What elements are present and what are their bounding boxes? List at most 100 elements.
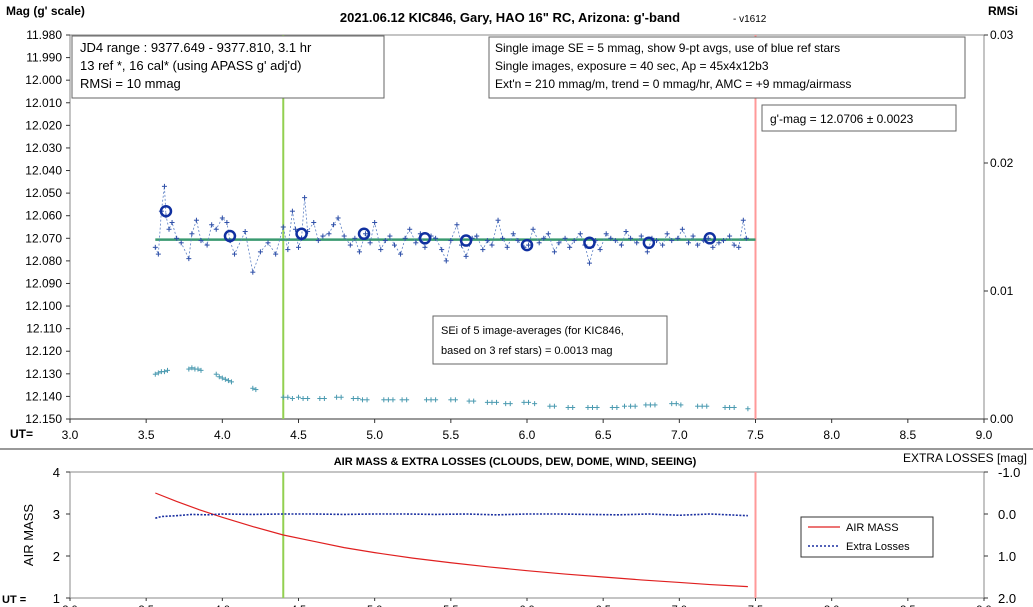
rmsi-point — [250, 385, 256, 391]
rmsi-point — [526, 399, 532, 405]
rmsi-point — [219, 375, 225, 381]
upper-x-tick-label: 3.5 — [138, 428, 155, 442]
upper-y-tick-label: 11.990 — [26, 51, 62, 65]
rmsi-point — [448, 397, 454, 403]
single-image-point — [567, 244, 573, 250]
upper-y-tick-label: 12.080 — [25, 254, 62, 268]
single-image-point — [372, 219, 378, 225]
single-image-point — [422, 244, 428, 250]
rmsi-point — [594, 404, 600, 410]
single-image-point — [618, 242, 624, 248]
single-image-point — [695, 242, 701, 248]
lower-x-tick-label: 3.5 — [139, 604, 154, 607]
upper-y-tick-label: 12.070 — [25, 231, 62, 245]
single-image-point — [382, 238, 388, 244]
single-image-point — [454, 222, 460, 228]
rmsi-point — [532, 401, 538, 407]
lower-y-axis-label: AIR MASS — [21, 504, 36, 566]
average-point — [418, 232, 432, 245]
rmsi-point — [213, 371, 219, 377]
rmsi-point — [186, 366, 192, 372]
upper-y2-tick-label: 0.03 — [990, 28, 1014, 42]
single-image-point — [285, 247, 291, 253]
rmsi-point — [161, 369, 167, 375]
rmsi-point — [195, 366, 201, 372]
rmsi-point — [390, 397, 396, 403]
single-image-point — [161, 183, 167, 189]
single-image-point — [186, 256, 192, 262]
single-image-point — [484, 238, 490, 244]
average-point — [583, 236, 596, 250]
single-image-point — [448, 238, 454, 244]
rmsi-point — [355, 396, 361, 402]
rmsi-point — [614, 404, 620, 410]
upper-x-tick-label: 8.5 — [899, 428, 916, 442]
single-image-point — [257, 249, 263, 255]
lower-x-tick-label: 9.0 — [976, 604, 991, 607]
single-image-point — [556, 240, 562, 246]
single-image-point — [198, 238, 204, 244]
rmsi-point — [285, 394, 291, 400]
lower-x-tick-label: 8.5 — [900, 604, 915, 607]
single-image-point — [356, 249, 362, 255]
upper-x-tick-label: 8.0 — [823, 428, 840, 442]
lower-y-tick-label: 1 — [53, 591, 60, 606]
single-image-point — [612, 238, 618, 244]
upper-y-tick-label: 12.000 — [25, 73, 62, 87]
single-image-point — [209, 222, 215, 228]
lower-chart-title: AIR MASS & EXTRA LOSSES (CLOUDS, DEW, DO… — [334, 456, 697, 468]
legend: AIR MASS Extra Losses — [800, 516, 934, 558]
single-image-point — [367, 240, 373, 246]
rmsi-point — [521, 399, 527, 405]
rmsi-point — [727, 404, 733, 410]
rmsi-point — [189, 365, 195, 371]
rmsi-point — [222, 376, 228, 382]
rmsi-point — [678, 402, 684, 408]
rmsi-point — [699, 403, 705, 409]
airmass-line — [155, 492, 748, 588]
single-image-point — [204, 242, 210, 248]
rmsi-point — [155, 370, 161, 376]
single-image-point — [402, 235, 408, 241]
rmsi-point — [647, 402, 653, 408]
rmsi-point — [404, 397, 410, 403]
lower-series — [155, 492, 748, 588]
single-image-point — [571, 238, 577, 244]
upper-y-tick-label: 12.050 — [25, 186, 62, 200]
rmsi-point — [385, 397, 391, 403]
rmsi-point — [350, 396, 356, 402]
rmsi-point — [334, 394, 340, 400]
chart-version: - v1612 — [733, 14, 767, 25]
annotation-jd-line-1: JD4 range : 9377.649 - 9377.810, 3.1 hr — [80, 40, 312, 55]
single-image-point — [407, 226, 413, 232]
single-image-point — [347, 242, 353, 248]
single-image-point — [152, 244, 158, 250]
lower-x-tick-label: 6.0 — [519, 604, 534, 607]
y2-axis-label: RMSi — [988, 4, 1018, 18]
upper-y2-tick-label: 0.02 — [990, 156, 1014, 170]
single-image-point — [398, 251, 404, 257]
single-image-point — [315, 238, 321, 244]
rmsi-point — [652, 402, 658, 408]
lower-y2-tick-label: 1.0 — [998, 549, 1016, 564]
single-image-point — [413, 240, 419, 246]
single-image-point — [731, 242, 737, 248]
single-image-point — [597, 247, 603, 253]
annotation-settings-line-2: Single images, exposure = 40 sec, Ap = 4… — [495, 59, 769, 73]
rmsi-point — [381, 397, 387, 403]
rmsi-point — [289, 396, 295, 402]
single-image-point — [335, 215, 341, 221]
single-image-point — [289, 208, 295, 214]
single-image-point — [634, 240, 640, 246]
upper-y2-tick-label: 0.00 — [990, 412, 1014, 426]
rmsi-point — [570, 404, 576, 410]
single-image-point — [265, 240, 271, 246]
single-image-point — [515, 238, 521, 244]
lower-chart: AIR MASS & EXTRA LOSSES (CLOUDS, DEW, DO… — [2, 451, 1027, 607]
single-image-point — [296, 244, 301, 250]
single-image-point — [224, 219, 230, 225]
lower-x-tick-label: 5.0 — [367, 604, 382, 607]
annotation-sei: SEi of 5 image-averages (for KIC846, bas… — [432, 315, 668, 365]
rmsi-point — [466, 398, 472, 404]
single-image-point — [178, 240, 184, 246]
